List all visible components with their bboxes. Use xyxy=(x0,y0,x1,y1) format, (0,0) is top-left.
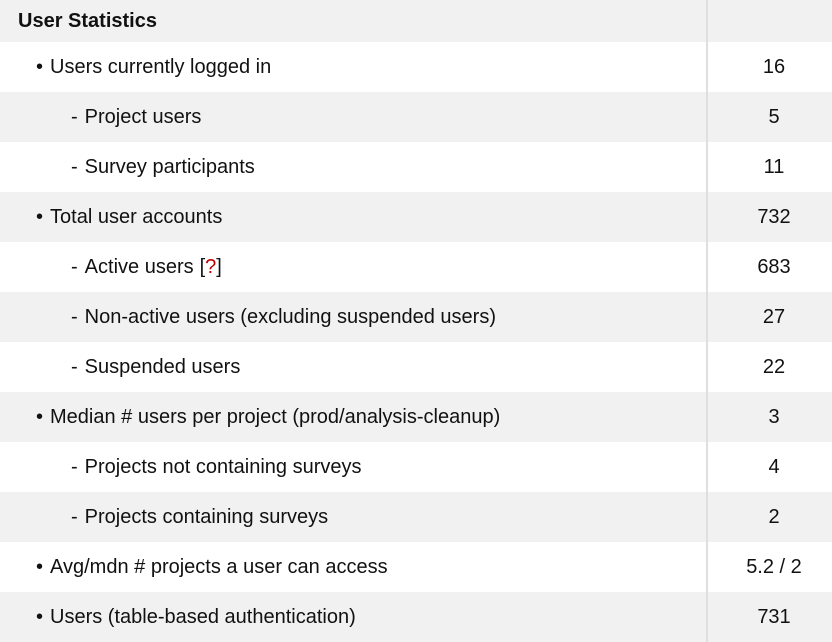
row-bullet-icon: • xyxy=(36,606,44,628)
row-value: 22 xyxy=(706,342,832,392)
table-title: User Statistics xyxy=(18,10,157,32)
row-value: 4 xyxy=(706,442,832,492)
row-value: 5.2 / 2 xyxy=(706,542,832,592)
help-bracket-open: [ xyxy=(199,256,206,278)
row-bullet-icon: - xyxy=(71,256,78,278)
row-label: Median # users per project (prod/analysi… xyxy=(50,406,501,428)
help-bracket-close: ] xyxy=(216,256,222,278)
row-label: Project users xyxy=(84,106,202,128)
table-body: • Users currently logged in 16 - Project… xyxy=(0,42,832,642)
row-label: Avg/mdn # projects a user can access xyxy=(50,556,388,578)
table-row: - Survey participants 11 xyxy=(0,142,832,192)
row-label-cell: - Non-active users (excluding suspended … xyxy=(0,292,706,342)
row-bullet-icon: - xyxy=(71,456,78,478)
row-label-cell: - Survey participants xyxy=(0,142,706,192)
table-row: - Projects containing surveys 2 xyxy=(0,492,832,542)
row-label: Active users xyxy=(84,256,194,278)
table-row: • Avg/mdn # projects a user can access 5… xyxy=(0,542,832,592)
table-header-row: User Statistics xyxy=(0,0,832,42)
row-value: 27 xyxy=(706,292,832,342)
table-row: - Active users [?] 683 xyxy=(0,242,832,292)
row-label: Suspended users xyxy=(84,356,241,378)
row-label: Users currently logged in xyxy=(50,56,272,78)
row-value: 5 xyxy=(706,92,832,142)
header-value-cell xyxy=(706,0,832,42)
table-row: - Suspended users 22 xyxy=(0,342,832,392)
row-value: 11 xyxy=(706,142,832,192)
row-label-cell: • Avg/mdn # projects a user can access xyxy=(0,542,706,592)
row-value: 732 xyxy=(706,192,832,242)
row-bullet-icon: - xyxy=(71,506,78,528)
row-bullet-icon: • xyxy=(36,206,44,228)
row-label: Total user accounts xyxy=(50,206,223,228)
row-label-cell: - Projects not containing surveys xyxy=(0,442,706,492)
row-bullet-icon: - xyxy=(71,106,78,128)
row-value: 683 xyxy=(706,242,832,292)
table-row: - Project users 5 xyxy=(0,92,832,142)
row-bullet-icon: • xyxy=(36,556,44,578)
help-link-wrap: [?] xyxy=(200,257,222,277)
row-value: 16 xyxy=(706,42,832,92)
row-label-cell: - Suspended users xyxy=(0,342,706,392)
row-bullet-icon: - xyxy=(71,156,78,178)
row-label-cell: - Active users [?] xyxy=(0,242,706,292)
table-row: - Non-active users (excluding suspended … xyxy=(0,292,832,342)
row-value: 2 xyxy=(706,492,832,542)
row-bullet-icon: - xyxy=(71,356,78,378)
row-bullet-icon: • xyxy=(36,56,44,78)
row-label: Users (table-based authentication) xyxy=(50,606,356,628)
row-label-cell: • Total user accounts xyxy=(0,192,706,242)
row-label-cell: • Users currently logged in xyxy=(0,42,706,92)
row-bullet-icon: • xyxy=(36,406,44,428)
table-row: • Users currently logged in 16 xyxy=(0,42,832,92)
table-row: - Projects not containing surveys 4 xyxy=(0,442,832,492)
help-icon[interactable]: ? xyxy=(205,256,217,278)
table-row: • Median # users per project (prod/analy… xyxy=(0,392,832,442)
row-label: Non-active users (excluding suspended us… xyxy=(84,306,496,328)
row-bullet-icon: - xyxy=(71,306,78,328)
row-label-cell: • Median # users per project (prod/analy… xyxy=(0,392,706,442)
row-label: Survey participants xyxy=(84,156,255,178)
row-label-cell: • Users (table-based authentication) xyxy=(0,592,706,642)
row-label-cell: - Project users xyxy=(0,92,706,142)
row-value: 3 xyxy=(706,392,832,442)
row-label: Projects not containing surveys xyxy=(84,456,362,478)
row-value: 731 xyxy=(706,592,832,642)
table-row: • Users (table-based authentication) 731 xyxy=(0,592,832,642)
table-row: • Total user accounts 732 xyxy=(0,192,832,242)
row-label: Projects containing surveys xyxy=(84,506,329,528)
row-label-cell: - Projects containing surveys xyxy=(0,492,706,542)
